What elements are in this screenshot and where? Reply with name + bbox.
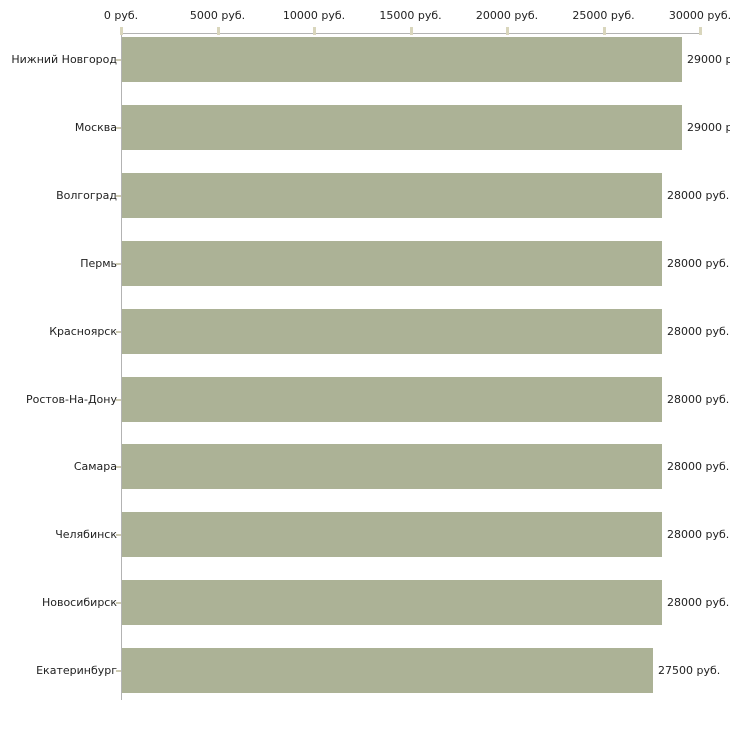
- y-axis-tick-mark: [116, 534, 121, 536]
- category-label: Москва: [74, 121, 117, 134]
- value-label: 28000 руб.: [667, 257, 730, 270]
- x-axis-tick-mark: [699, 27, 702, 35]
- y-axis-tick-mark: [116, 670, 121, 672]
- bar: [122, 309, 662, 354]
- bar: [122, 377, 662, 422]
- category-label: Самара: [73, 460, 117, 473]
- y-axis-line: [121, 33, 122, 700]
- value-label: 29000 руб.: [687, 53, 730, 66]
- category-label: Волгоград: [56, 189, 117, 202]
- category-label: Пермь: [80, 257, 117, 270]
- value-label: 28000 руб.: [667, 460, 730, 473]
- value-label: 28000 руб.: [667, 528, 730, 541]
- y-axis-tick-mark: [116, 263, 121, 265]
- bar: [122, 241, 662, 286]
- x-axis-tick-label: 10000 руб.: [282, 9, 346, 22]
- y-axis-tick-mark: [116, 195, 121, 197]
- bar: [122, 444, 662, 489]
- x-axis-tick-mark: [120, 27, 123, 35]
- x-axis-tick-mark: [506, 27, 509, 35]
- x-axis-tick-label: 20000 руб.: [475, 9, 539, 22]
- value-label: 28000 руб.: [667, 393, 730, 406]
- value-label: 29000 руб.: [687, 121, 730, 134]
- x-axis-tick-label: 30000 руб.: [668, 9, 730, 22]
- y-axis-tick-mark: [116, 399, 121, 401]
- x-axis-tick-label: 15000 руб.: [379, 9, 442, 22]
- category-label: Новосибирск: [41, 596, 117, 609]
- category-label: Нижний Новгород: [11, 53, 117, 66]
- value-label: 28000 руб.: [667, 596, 730, 609]
- value-label: 28000 руб.: [667, 325, 730, 338]
- x-axis-tick-mark: [409, 27, 413, 35]
- x-axis-tick-label: 5000 руб.: [189, 9, 246, 22]
- category-label: Ростов-На-Дону: [25, 393, 117, 406]
- x-axis-tick-mark: [313, 27, 316, 35]
- y-axis-tick-mark: [116, 602, 121, 604]
- bar: [122, 648, 653, 693]
- value-label: 28000 руб.: [667, 189, 730, 202]
- x-axis-tick-mark: [216, 27, 220, 35]
- category-label: Екатеринбург: [36, 664, 117, 677]
- bar: [122, 580, 662, 625]
- category-label: Челябинск: [55, 528, 117, 541]
- x-axis-tick-mark: [602, 27, 606, 35]
- category-label: Красноярск: [49, 325, 117, 338]
- y-axis-tick-mark: [116, 466, 121, 468]
- x-axis-tick-label: 25000 руб.: [572, 9, 635, 22]
- y-axis-tick-mark: [116, 331, 121, 333]
- y-axis-tick-mark: [116, 59, 121, 61]
- value-label: 27500 руб.: [658, 664, 721, 677]
- x-axis-tick-label: 0 руб.: [103, 9, 139, 22]
- bar: [122, 512, 662, 557]
- bar: [122, 173, 662, 218]
- y-axis-tick-mark: [116, 127, 121, 129]
- bar: [122, 105, 682, 150]
- bar: [122, 37, 682, 82]
